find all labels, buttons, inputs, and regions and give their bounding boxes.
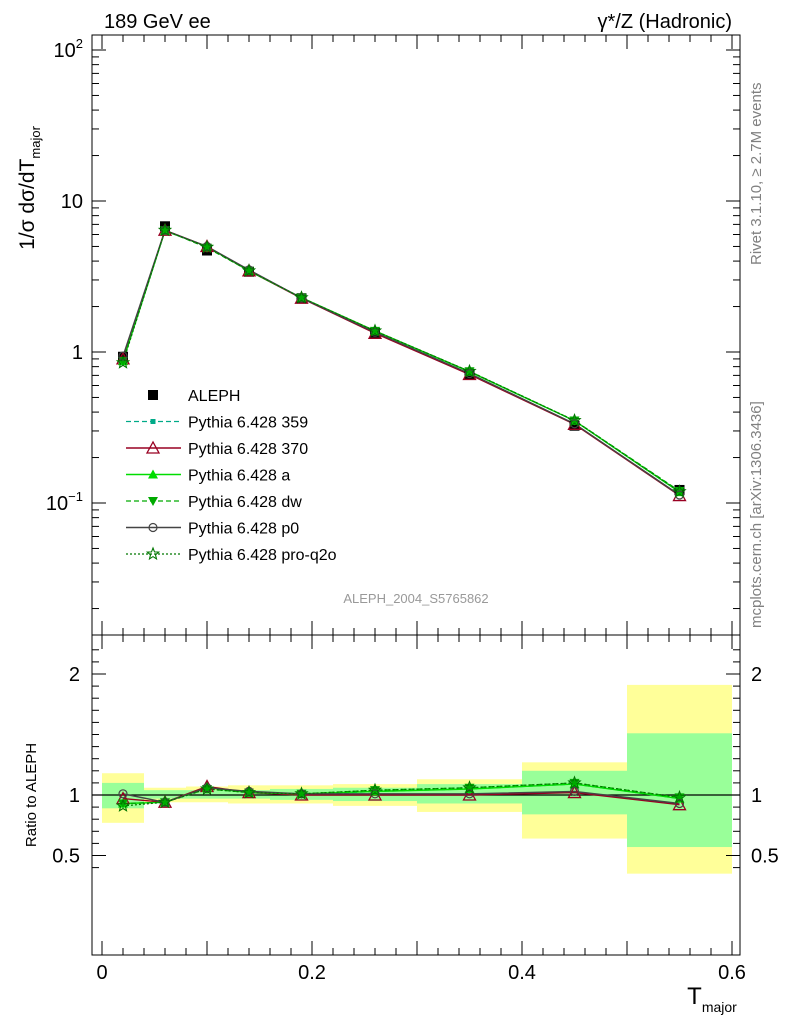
series-line-pq2o [122, 229, 680, 493]
legend-marker-pa [148, 469, 158, 479]
svg-text:Tmajor: Tmajor [687, 983, 737, 1015]
series-point-pq2o [367, 323, 383, 337]
ratio-y-tick-label: 2 [69, 664, 80, 686]
y-tick-label: 1 [72, 342, 83, 364]
main-frame [91, 34, 741, 636]
ratio-y-tick-label-right: 0.5 [751, 846, 779, 868]
legend-item-p370: Pythia 6.428 370 [126, 440, 308, 458]
series-point-pq2o [294, 290, 309, 304]
series-point-pq2o [199, 239, 215, 254]
series-point-pq2o [462, 363, 477, 378]
legend-item-pq2o: Pythia 6.428 pro-q2o [126, 546, 337, 564]
x-tick-label: 0.4 [508, 962, 536, 984]
header-left-title: 189 GeV ee [104, 11, 211, 33]
legend-marker-pdw [148, 497, 158, 506]
ratio-point-p370 [462, 787, 477, 801]
ratio-point-pq2o [567, 775, 582, 790]
ratio-y-tick-label: 0.5 [52, 846, 80, 868]
ratio-point-pp0 [569, 786, 580, 796]
analysis-watermark: ALEPH_2004_S5765862 [343, 591, 488, 606]
ratio-point-pdw [118, 799, 128, 809]
ratio-point-pq2o [367, 782, 383, 797]
ratio-point-pp0 [370, 789, 380, 799]
main-panel: 10−1 1 10 102 [46, 34, 741, 636]
series-point-pp0 [464, 368, 475, 379]
legend-label-pp0: Pythia 6.428 p0 [188, 521, 299, 538]
series-point-pp0 [118, 351, 128, 361]
uncertainty-band-green [186, 790, 228, 799]
legend-label-data: ALEPH [188, 388, 240, 405]
series-point-pq2o [567, 412, 582, 427]
x-tick-label: 0.6 [718, 962, 746, 984]
ratio-y-axis-label: Ratio to ALEPH [23, 743, 40, 847]
data-point [569, 420, 580, 431]
legend-item-pa: Pythia 6.428 a [126, 468, 290, 485]
legend-item-data: ALEPH [148, 388, 240, 405]
y-tick-label: 10 [61, 191, 83, 213]
legend-marker-p370 [145, 440, 161, 454]
y-tick-label: 102 [54, 36, 83, 62]
x-tick-label: 0.2 [298, 962, 326, 984]
ratio-panel: 0.5 0.5 1 1 2 2 0 0.2 0.4 0.6 [52, 634, 779, 984]
legend-label-pdw: Pythia 6.428 dw [188, 494, 302, 511]
legend-marker-data [148, 390, 158, 400]
legend-marker-pp0 [148, 522, 158, 533]
ratio-y-tick-label-right: 1 [751, 785, 762, 807]
series-point-pp0 [370, 327, 380, 337]
legend-label-p359: Pythia 6.428 359 [188, 415, 308, 432]
legend-item-p359: Pythia 6.428 359 [126, 415, 308, 432]
legend-label-pa: Pythia 6.428 a [188, 468, 290, 485]
main-y-axis-label: 1/σ dσ/dTmajor [16, 125, 43, 249]
series-point-pq2o [241, 263, 257, 277]
x-axis-label: Tmajor [687, 983, 737, 1015]
ratio-y-tick-label: 1 [69, 785, 80, 807]
legend-label-p370: Pythia 6.428 370 [188, 441, 308, 458]
ratio-point-pq2o [115, 798, 131, 812]
x-tick-label: 0 [96, 962, 107, 984]
legend-label-pq2o: Pythia 6.428 pro-q2o [188, 547, 337, 564]
uncertainty-band-green [144, 790, 186, 799]
ratio-point-pq2o [672, 789, 687, 804]
ratio-point-pp0 [118, 789, 128, 799]
series-point-pq2o [672, 484, 687, 498]
ratio-point-p370 [567, 785, 582, 799]
ratio-point-pq2o [199, 781, 215, 795]
series-point-pdw [202, 243, 212, 253]
series-point-pp0 [674, 490, 685, 500]
legend-item-pp0: Pythia 6.428 p0 [126, 521, 299, 538]
series-point-pq2o [115, 355, 131, 369]
ratio-point-pq2o [157, 794, 173, 809]
ratio-y-tick-label-right: 2 [751, 664, 762, 686]
rivet-version-label: Rivet 3.1.10, ≥ 2.7M events [748, 83, 765, 266]
ratio-point-p370 [672, 797, 687, 811]
header-right-title: γ*/Z (Hadronic) [598, 11, 732, 33]
ratio-point-pq2o [462, 780, 477, 794]
svg-text:1/σ dσ/dTmajor: 1/σ dσ/dTmajor [16, 125, 43, 249]
y-tick-label: 10−1 [46, 489, 83, 515]
ratio-point-pq2o [294, 786, 309, 800]
legend-marker-p359 [150, 419, 156, 424]
mcplots-label: mcplots.cern.ch [arXiv:1306.3436] [748, 401, 765, 628]
series-point-pp0 [569, 419, 580, 429]
legend: ALEPH Pythia 6.428 359 Pythia 6.428 370 Pyt… [126, 388, 337, 564]
legend-marker-pq2o [145, 546, 161, 561]
legend-item-pdw: Pythia 6.428 dw [126, 494, 302, 511]
series-point-pq2o [157, 222, 173, 237]
ratio-point-pq2o [241, 785, 257, 799]
